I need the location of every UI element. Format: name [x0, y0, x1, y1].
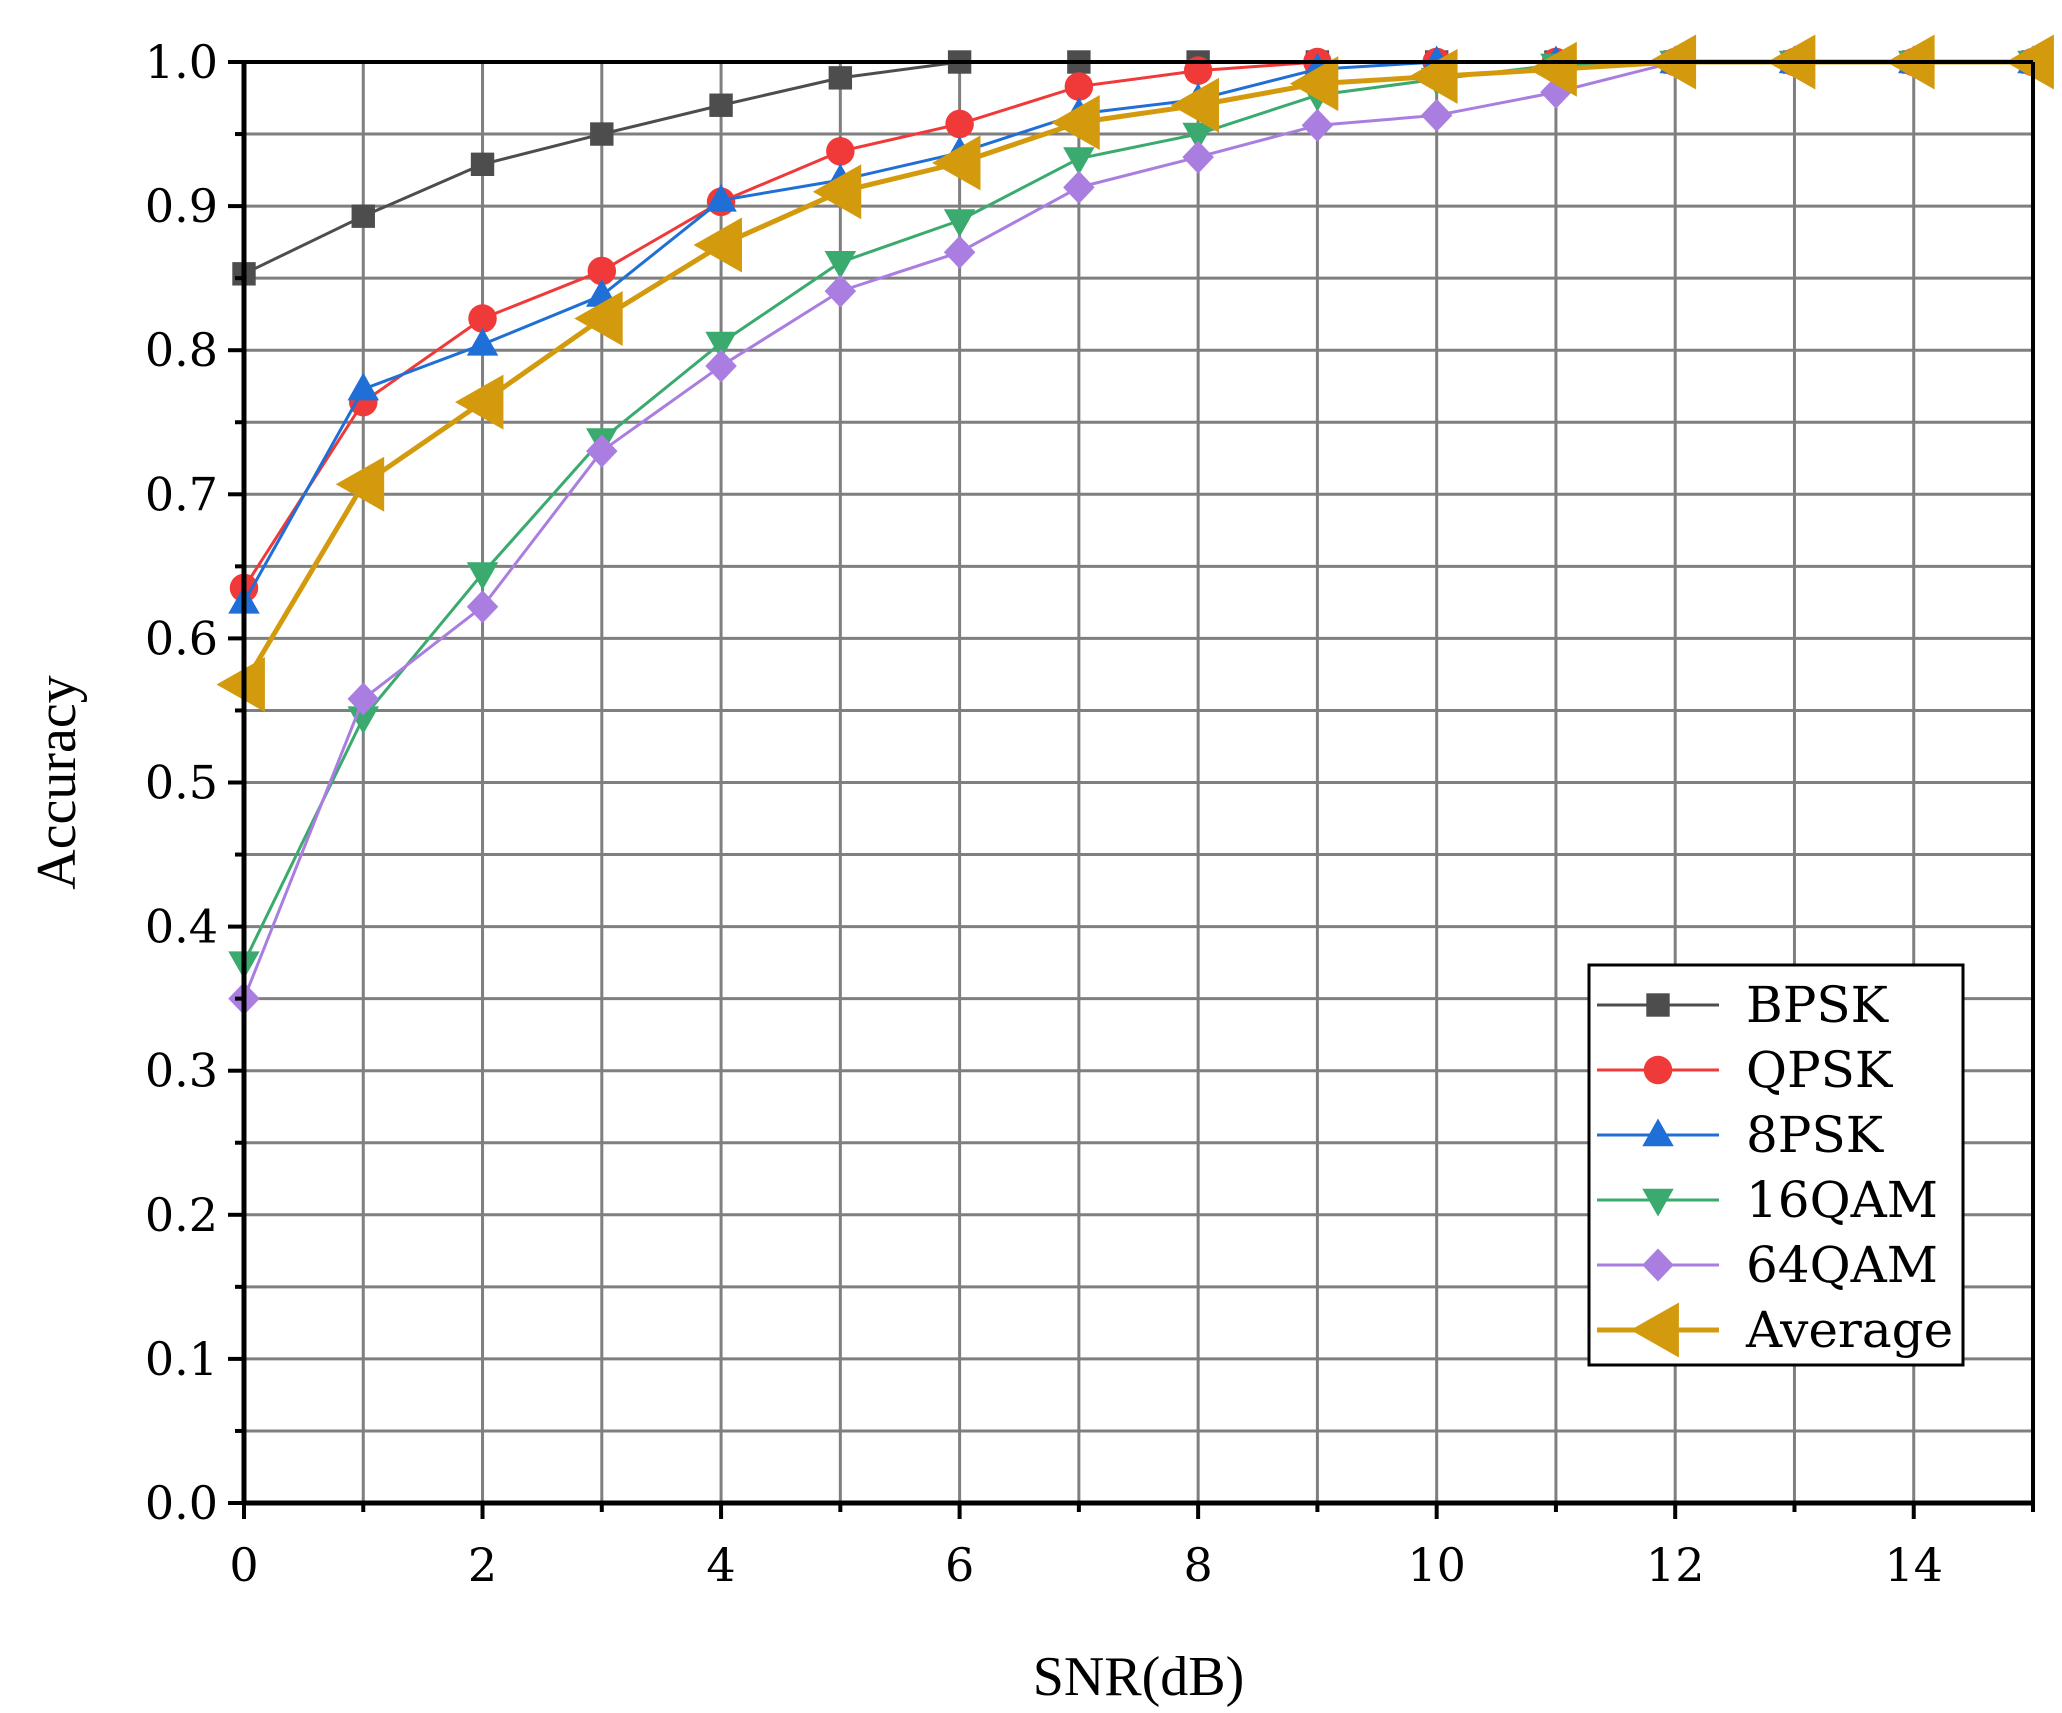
data-point-8psk [705, 183, 737, 212]
legend: BPSK QPSK 8PSK 16QAM 64QAM Average [1587, 963, 1965, 1367]
data-point-average [574, 290, 623, 346]
data-point-average [812, 164, 862, 220]
data-point-bpsk [828, 66, 853, 90]
y-tick-label: 0.1 [145, 1332, 218, 1386]
legend-item-bpsk: BPSK [1597, 976, 1890, 1034]
axes: 0 2 4 6 8 10 12 14 0.0 0.1 0.2 0.3 0.4 0.5 0.6 0.7 0.8 0.… [145, 35, 2035, 1592]
data-point-16qam [824, 251, 857, 279]
data-point-64qam [466, 590, 499, 624]
y-tick-label: 0.7 [145, 467, 218, 521]
data-point-average [1051, 95, 1100, 151]
y-tick-label: 0.9 [145, 179, 218, 233]
legend-marker [1630, 1302, 1679, 1358]
data-point-64qam [586, 434, 618, 468]
data-point-bpsk [709, 93, 733, 117]
data-point-64qam [1182, 140, 1214, 174]
data-point-bpsk [470, 152, 495, 177]
legend-marker [1642, 1118, 1674, 1147]
x-tick-label: 4 [706, 1538, 735, 1592]
x-tick-label: 10 [1407, 1538, 1466, 1592]
legend-label: 16QAM [1746, 1171, 1938, 1229]
data-point-16qam [1063, 147, 1095, 176]
legend-label: 64QAM [1746, 1236, 1938, 1294]
x-tick-label: 8 [1183, 1538, 1212, 1592]
data-point-average [1170, 77, 1220, 133]
data-point-qpsk [826, 137, 855, 166]
data-point-average [455, 374, 504, 430]
x-axis-title: SNR(dB) [1033, 1646, 1245, 1708]
x-tick-label: 0 [229, 1538, 258, 1592]
data-point-16qam [943, 209, 976, 238]
data-point-64qam [1420, 98, 1453, 132]
data-point-bpsk [351, 204, 375, 228]
x-tick-label: 14 [1884, 1538, 1943, 1592]
legend-marker [1643, 1055, 1673, 1085]
data-point-average [335, 456, 385, 512]
data-point-64qam [705, 349, 737, 383]
legend-box [1587, 963, 1965, 1367]
legend-marker [1642, 1188, 1674, 1217]
y-tick-label: 0.3 [145, 1044, 218, 1098]
data-point-bpsk [590, 122, 614, 146]
data-point-average [932, 135, 981, 191]
legend-marker [1646, 993, 1670, 1017]
data-point-16qam [466, 562, 499, 591]
legend-item-average: Average [1597, 1301, 1953, 1359]
x-tick-label: 2 [468, 1538, 497, 1592]
data-point-8psk [347, 372, 380, 401]
data-point-64qam [1063, 170, 1095, 204]
x-tick-label: 12 [1646, 1538, 1705, 1592]
data-point-64qam [824, 274, 857, 308]
y-tick-label: 0.6 [145, 611, 218, 665]
data-point-average [1289, 56, 1339, 112]
y-axis-title: Accuracy [26, 675, 88, 890]
y-tick-label: 0.0 [145, 1476, 218, 1530]
data-point-64qam [1301, 108, 1334, 142]
data-point-qpsk [945, 109, 974, 139]
data-point-average [1528, 41, 1577, 97]
data-point-average [216, 657, 265, 713]
y-tick-label: 0.8 [145, 323, 218, 377]
data-point-16qam [705, 331, 737, 360]
data-point-64qam [347, 682, 380, 716]
data-point-qpsk [468, 304, 497, 333]
legend-item-8psk: 8PSK [1597, 1106, 1885, 1164]
legend-label: BPSK [1746, 976, 1890, 1034]
data-point-average [693, 217, 742, 273]
legend-label: QPSK [1746, 1041, 1894, 1099]
legend-label: 8PSK [1746, 1106, 1885, 1164]
data-point-16qam [347, 706, 380, 735]
legend-marker [1642, 1248, 1674, 1282]
x-tick-label: 6 [945, 1538, 974, 1592]
y-tick-label: 0.2 [145, 1188, 218, 1242]
y-tick-label: 0.4 [145, 900, 218, 954]
y-tick-label: 1.0 [145, 35, 218, 89]
data-point-8psk [466, 327, 499, 356]
y-tick-label: 0.5 [145, 756, 218, 810]
data-point-qpsk [587, 256, 617, 286]
legend-label: Average [1745, 1301, 1953, 1359]
data-point-qpsk [1064, 72, 1094, 101]
data-point-16qam [1182, 122, 1214, 151]
legend-item-64qam: 64QAM [1597, 1236, 1938, 1294]
legend-item-16qam: 16QAM [1597, 1171, 1938, 1229]
data-point-64qam [943, 235, 976, 269]
legend-item-qpsk: QPSK [1597, 1041, 1894, 1099]
